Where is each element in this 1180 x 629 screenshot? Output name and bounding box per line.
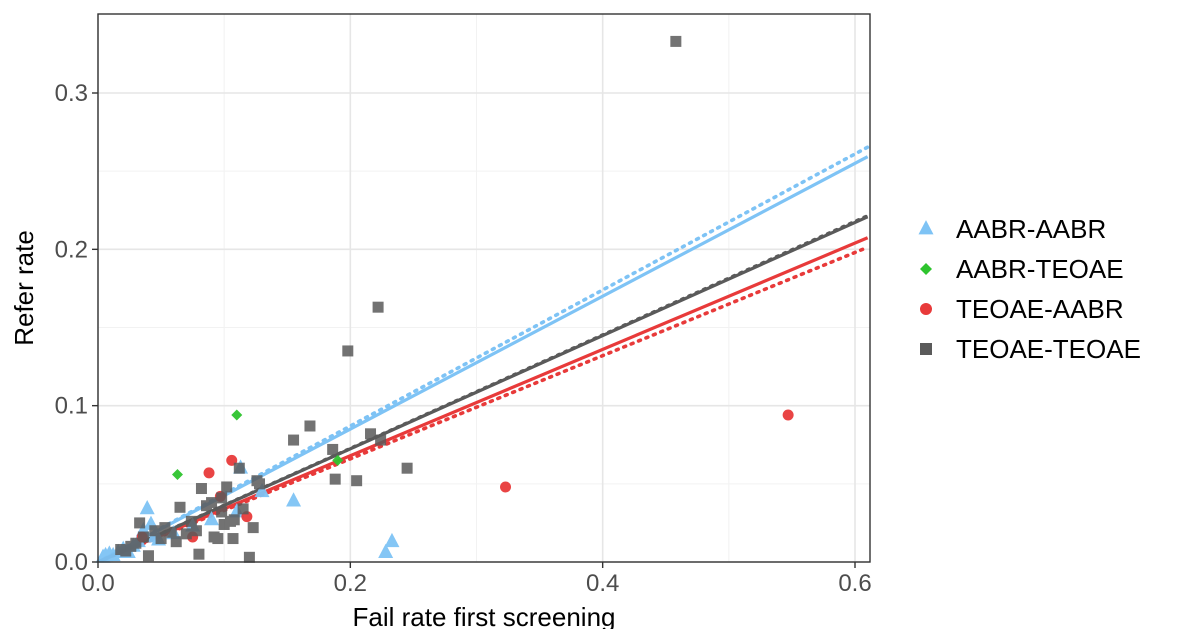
data-point	[378, 543, 394, 559]
series-aabr-teoae	[171, 409, 344, 480]
x-tick-label: 0.0	[81, 570, 114, 597]
data-point	[327, 443, 339, 455]
data-point	[174, 501, 186, 513]
fit-line-teoae-aabr	[98, 236, 869, 562]
data-point	[195, 483, 207, 495]
series-teoae-teoae	[115, 35, 682, 563]
legend-key-aabr-teoae	[920, 263, 932, 275]
data-point	[218, 518, 230, 530]
legend-key-teoae-teoae	[920, 343, 932, 355]
data-point	[159, 522, 171, 534]
data-point	[139, 500, 155, 515]
data-point	[375, 434, 387, 446]
data-point	[500, 481, 512, 493]
data-point	[247, 522, 259, 534]
y-axis-title: Refer rate	[9, 230, 39, 346]
legend-label: TEOAE-AABR	[956, 294, 1124, 324]
data-point	[171, 468, 183, 480]
data-point	[142, 550, 154, 562]
data-point	[243, 551, 255, 563]
data-point	[304, 420, 316, 432]
data-point	[185, 515, 197, 527]
legend-label: TEOAE-TEOAE	[956, 334, 1141, 364]
data-point	[155, 533, 167, 545]
data-point	[221, 481, 233, 493]
data-point	[231, 409, 243, 421]
plot-panel-border	[97, 13, 871, 563]
data-point	[130, 537, 142, 549]
axes: 0.0 0.2 0.4 0.6 0.0 0.1 0.2 0.3	[55, 80, 872, 597]
legend: AABR-AABR AABR-TEOAE TEOAE-AABR TEOAE-TEOAE	[918, 214, 1141, 364]
data-point	[165, 526, 177, 538]
x-tick-label: 0.4	[586, 570, 619, 597]
data-point	[329, 473, 341, 485]
data-point	[237, 503, 249, 515]
data-point	[204, 510, 220, 526]
x-tick-label: 0.2	[334, 570, 367, 597]
data-points	[95, 35, 794, 563]
legend-label: AABR-AABR	[956, 214, 1106, 244]
data-point	[288, 434, 300, 446]
y-tick-label: 0.3	[55, 80, 88, 107]
data-point	[134, 517, 146, 529]
data-point	[253, 478, 265, 490]
data-point	[332, 454, 344, 466]
grid	[97, 14, 870, 563]
x-tick-label: 0.6	[838, 570, 871, 597]
data-point	[190, 525, 202, 537]
data-point	[401, 462, 413, 474]
y-tick-label: 0.0	[55, 549, 88, 576]
data-point	[149, 525, 161, 537]
data-point	[137, 531, 149, 543]
data-point	[216, 506, 228, 518]
data-point	[228, 514, 240, 526]
data-point	[170, 536, 182, 548]
legend-key-aabr-aabr	[918, 220, 934, 235]
data-point	[372, 301, 384, 313]
data-point	[384, 532, 400, 548]
legend-label: AABR-TEOAE	[956, 254, 1124, 284]
data-point	[203, 467, 215, 479]
data-point	[342, 345, 354, 357]
data-point	[193, 548, 205, 560]
data-point	[227, 533, 239, 545]
data-point	[782, 409, 794, 421]
legend-key-teoae-aabr	[920, 303, 932, 315]
y-tick-label: 0.1	[55, 393, 88, 420]
data-point	[286, 492, 302, 507]
data-point	[365, 428, 377, 440]
x-axis-title: Fail rate first screening	[353, 602, 616, 629]
data-point	[351, 475, 363, 487]
data-point	[206, 497, 218, 509]
data-point	[254, 482, 270, 498]
fit-line-teoae-teoae	[98, 215, 869, 562]
data-point	[216, 492, 228, 504]
data-point	[180, 528, 192, 540]
data-point	[212, 533, 224, 545]
data-point	[670, 35, 682, 47]
data-point	[233, 462, 245, 474]
y-tick-label: 0.2	[55, 236, 88, 263]
